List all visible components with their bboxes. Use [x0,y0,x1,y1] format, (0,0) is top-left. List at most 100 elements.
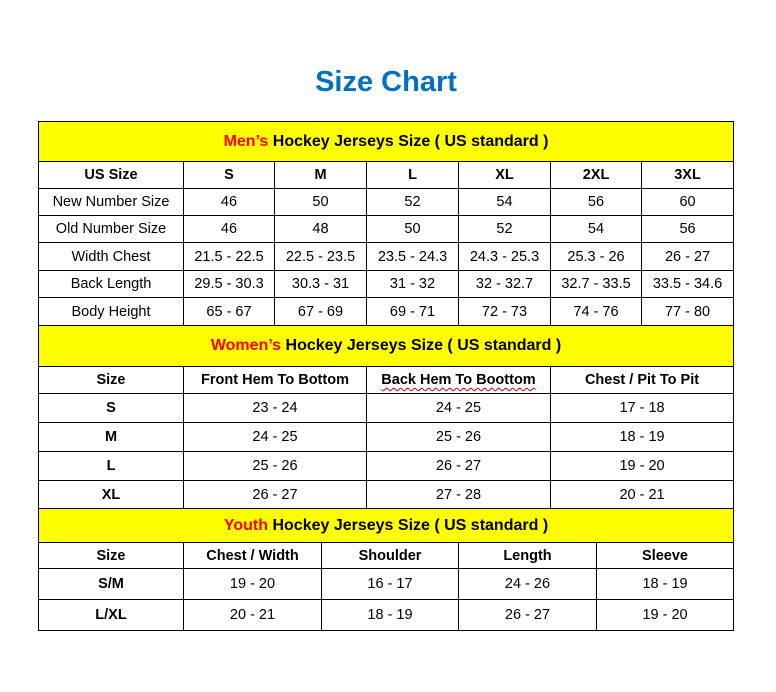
table-cell: 26 - 27 [366,451,551,481]
youth-table: Youth Hockey Jerseys Size ( US standard … [37,508,735,631]
column-header: XL [458,161,551,189]
table-cell: 19 - 20 [183,568,322,600]
header-row: Size Chest / Width Shoulder Length Sleeve [38,542,735,569]
table-cell: 26 - 27 [458,599,597,631]
header-row: Size Front Hem To Bottom Back Hem To Boott… [38,366,735,394]
table-row: M 24 - 25 25 - 26 18 - 19 [38,422,735,452]
section-title-accent: Women’s [210,337,282,354]
table-cell: 24 - 25 [183,422,367,452]
table-cell: 22.5 - 23.5 [274,242,367,271]
table-cell: 46 [183,215,275,243]
column-header-label: Chest / Width [206,547,299,564]
womens-table: Women’s Hockey Jerseys Size ( US standar… [37,325,735,509]
table-cell: 65 - 67 [183,297,275,326]
row-label: Width Chest [38,242,184,271]
column-header-label: Size [96,547,126,564]
table-cell: 33.5 - 34.6 [640,270,735,298]
column-header: Sleeve [595,542,735,569]
table-cell: 54 [550,215,642,243]
column-header-label: US Size [84,167,138,183]
column-header: Size [38,366,184,394]
table-cell: 20 - 21 [549,480,735,509]
table-cell: 17 - 18 [549,393,735,423]
table-cell: 67 - 69 [274,297,367,326]
table-cell: 50 [274,188,367,216]
table-row: New Number Size 46 50 52 54 56 60 [38,188,735,216]
table-row: S/M 19 - 20 16 - 17 24 - 26 18 - 19 [38,568,735,600]
table-cell: 23.5 - 24.3 [366,242,459,271]
row-label: S [38,393,184,423]
size-chart: Men’s Hockey Jerseys Size ( US standard … [37,121,735,631]
column-header: Front Hem To Bottom [183,366,367,394]
table-cell: 30.3 - 31 [274,270,367,298]
row-label: Old Number Size [38,215,184,243]
table-cell: 56 [640,215,735,243]
table-cell: 27 - 28 [366,480,551,509]
column-header: Size [38,542,184,569]
table-cell: 25 - 26 [183,451,367,481]
column-header-label: Front Hem To Bottom [201,372,349,388]
table-cell: 60 [640,188,735,216]
table-cell: 32 - 32.7 [458,270,551,298]
column-header-label: Length [503,547,552,564]
column-header-label: Back Hem To Boottom [381,372,536,388]
column-header-label: XL [495,167,514,183]
table-cell: 25 - 26 [366,422,551,452]
header-row: US Size S M L XL 2XL 3XL [38,161,735,189]
womens-banner: Women’s Hockey Jerseys Size ( US standar… [37,325,735,367]
column-header: L [366,161,459,189]
section-title-accent: Youth [223,516,269,534]
table-row: Back Length 29.5 - 30.3 30.3 - 31 31 - 32 32… [38,270,735,298]
table-cell: 54 [458,188,551,216]
table-cell: 74 - 76 [550,297,642,326]
row-label: L [38,451,184,481]
section-title-text: Hockey Jerseys Size ( US standard ) [268,132,549,150]
row-label: Back Length [38,270,184,298]
table-cell: 19 - 20 [549,451,735,481]
table-cell: 50 [366,215,459,243]
table-cell: 72 - 73 [458,297,551,326]
row-label: M [38,422,184,452]
page-title: Size Chart [315,66,457,98]
column-header: Chest / Pit To Pit [549,366,735,394]
table-cell: 24.3 - 25.3 [458,242,551,271]
column-header: Chest / Width [183,542,322,569]
column-header: S [183,161,275,189]
column-header-label: 2XL [582,167,610,183]
section-title: Women’s Hockey Jerseys Size ( US standar… [37,325,735,367]
table-cell: 20 - 21 [183,599,322,631]
column-header: Length [458,542,597,569]
table-row: L/XL 20 - 21 18 - 19 26 - 27 19 - 20 [38,599,735,631]
mens-banner: Men’s Hockey Jerseys Size ( US standard … [37,121,735,162]
table-cell: 24 - 25 [366,393,551,423]
table-row: S 23 - 24 24 - 25 17 - 18 [38,393,735,423]
column-header: Back Hem To Boottom [366,366,551,394]
section-title: Youth Hockey Jerseys Size ( US standard … [37,508,735,543]
row-label: L/XL [38,599,184,631]
table-cell: 46 [183,188,275,216]
table-cell: 19 - 20 [595,599,735,631]
table-cell: 18 - 19 [595,568,735,600]
row-label: XL [38,480,184,509]
section-title: Men’s Hockey Jerseys Size ( US standard … [37,121,735,162]
table-cell: 18 - 19 [321,599,459,631]
table-row: Width Chest 21.5 - 22.5 22.5 - 23.5 23.5 - … [38,242,735,271]
table-cell: 69 - 71 [366,297,459,326]
table-cell: 23 - 24 [183,393,367,423]
row-label: New Number Size [38,188,184,216]
table-cell: 32.7 - 33.5 [550,270,642,298]
table-cell: 24 - 26 [458,568,597,600]
section-title-accent: Men’s [223,132,269,150]
table-row: Old Number Size 46 48 50 52 54 56 [38,215,735,243]
column-header: 2XL [550,161,642,189]
table-cell: 52 [366,188,459,216]
table-cell: 18 - 19 [549,422,735,452]
column-header-label: Shoulder [358,547,422,564]
table-row: XL 26 - 27 27 - 28 20 - 21 [38,480,735,509]
table-cell: 56 [550,188,642,216]
row-label: S/M [38,568,184,600]
column-header: 3XL [640,161,735,189]
column-header: M [274,161,367,189]
column-header-label: S [224,167,234,183]
column-header-label: 3XL [674,167,701,183]
